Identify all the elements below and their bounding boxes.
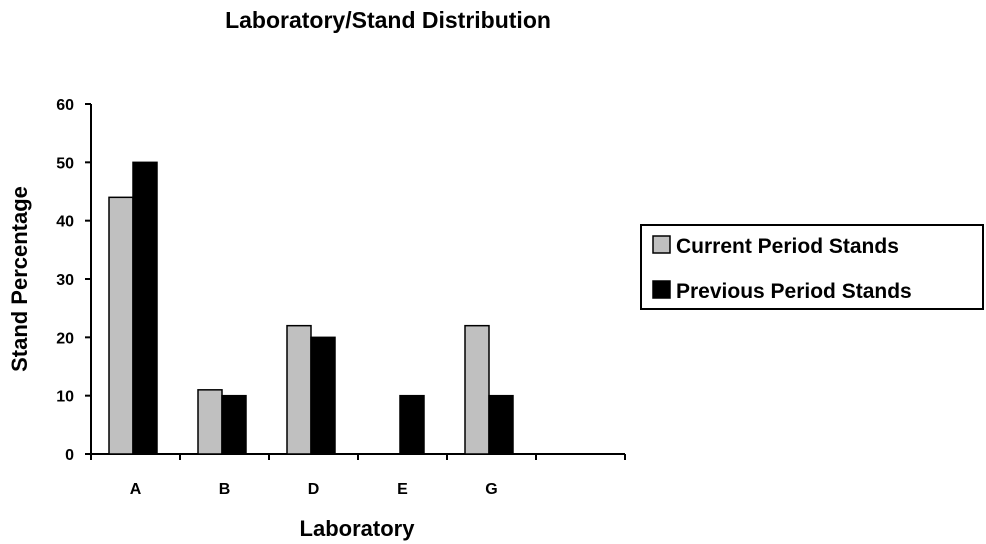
x-tick-label: A [130,481,142,498]
x-tick-label: E [397,481,408,498]
bar-previous-G [488,394,514,455]
y-tick-label: 30 [56,272,74,289]
x-tick-label: D [308,481,320,498]
y-tick-label: 60 [56,97,74,114]
bar-previous-D [310,336,336,455]
bar-current-B [197,389,223,455]
legend-swatch-current [652,235,671,254]
y-tick-label: 20 [56,330,74,347]
bar-previous-B [221,394,247,455]
bar-current-A [108,196,134,455]
bars [108,161,514,455]
bar-current-G [464,324,490,455]
y-axis-title: Stand Percentage [7,186,32,372]
bar-previous-E [399,394,425,455]
legend-box [640,224,984,310]
y-tick-label: 0 [65,447,74,464]
x-axis-title: Laboratory [300,516,416,541]
y-tick-label: 40 [56,214,74,231]
bar-previous-A [132,161,158,455]
bar-current-D [286,324,312,455]
legend-label-current: Current Period Stands [676,235,899,258]
y-axis-ticks: 0 10 20 30 40 50 60 [56,97,91,464]
legend-label-previous: Previous Period Stands [676,280,912,303]
chart-title: Laboratory/Stand Distribution [225,7,551,33]
legend: Current Period Stands Previous Period St… [640,224,984,310]
plot-area: 0 10 20 30 40 50 60 A B D E G [56,97,626,498]
legend-swatch-previous [652,280,671,299]
x-tick-label: G [485,481,497,498]
y-tick-label: 50 [56,155,74,172]
x-tick-label: B [219,481,231,498]
y-tick-label: 10 [56,389,74,406]
